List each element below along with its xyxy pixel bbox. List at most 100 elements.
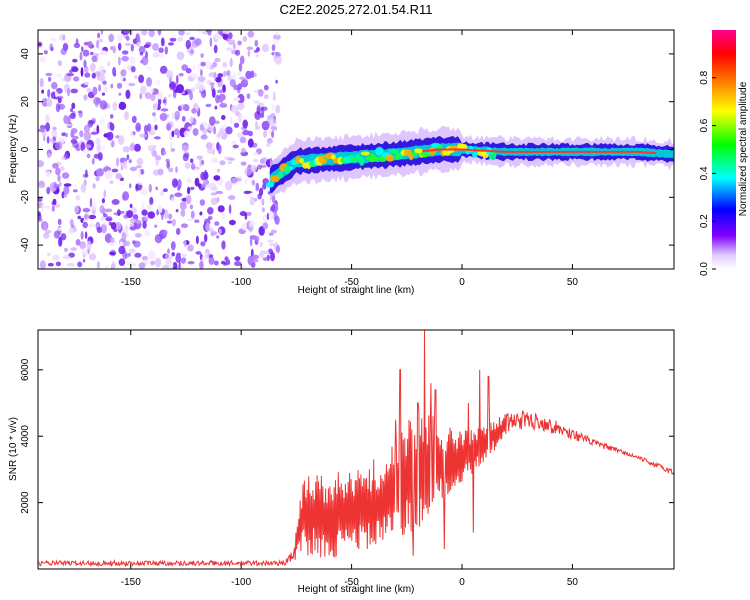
noise-blob <box>263 130 268 138</box>
noise-blob <box>83 59 87 68</box>
spectrogram-ylabel: Frequency (Hz) <box>8 115 19 184</box>
noise-blob <box>100 69 105 80</box>
noise-blob <box>55 167 61 176</box>
noise-blob <box>216 235 220 239</box>
noise-blob <box>200 53 204 58</box>
noise-blob <box>122 191 130 201</box>
noise-blob <box>152 52 161 58</box>
noise-blob <box>190 87 195 93</box>
noise-blob <box>182 154 189 162</box>
noise-blob <box>86 87 92 93</box>
noise-blob <box>72 136 79 140</box>
noise-blob <box>197 63 201 73</box>
noise-blob <box>70 88 78 94</box>
snr-xtick-label: 50 <box>567 577 579 588</box>
noise-blob <box>174 192 183 198</box>
noise-blob <box>109 122 115 131</box>
noise-blob <box>156 91 164 100</box>
noise-blob <box>126 154 130 160</box>
noise-blob <box>41 204 45 212</box>
noise-blob <box>198 85 205 92</box>
noise-blob <box>144 216 148 220</box>
noise-blob <box>128 159 132 164</box>
noise-blob <box>83 94 88 101</box>
snr-ytick-label: 4000 <box>20 425 31 448</box>
noise-blob <box>66 262 75 267</box>
signal-band-inner <box>269 142 674 187</box>
noise-blob <box>273 51 277 62</box>
noise-blob <box>230 105 239 114</box>
noise-blob <box>249 237 253 247</box>
spectrogram-xtick-label: 0 <box>459 277 465 288</box>
noise-blob <box>80 183 87 193</box>
noise-blob <box>98 38 103 43</box>
noise-blob <box>222 61 228 68</box>
noise-blob <box>244 167 252 176</box>
noise-blob <box>57 218 62 225</box>
noise-blob <box>112 45 116 54</box>
signal-blob <box>385 154 395 162</box>
noise-blob <box>261 43 269 53</box>
noise-blob <box>39 77 44 88</box>
signal-blob <box>472 152 478 158</box>
noise-blob <box>121 50 129 55</box>
noise-blob <box>110 237 115 243</box>
spectrogram-panel: -150 -100 -50 0 50 -40 -20 0 20 40 Height of stra… <box>8 29 675 296</box>
noise-blob <box>238 112 243 123</box>
noise-blob <box>118 56 121 66</box>
noise-blob <box>148 183 152 193</box>
noise-blob <box>213 126 216 135</box>
noise-blob <box>130 43 134 52</box>
noise-blob <box>91 72 96 79</box>
noise-blob <box>75 239 81 246</box>
noise-blob <box>176 74 179 85</box>
noise-blob <box>228 219 236 226</box>
noise-blob <box>145 51 148 59</box>
noise-blob <box>221 115 226 120</box>
spectrogram-xtick-label: 50 <box>567 277 579 288</box>
noise-blob <box>107 61 111 67</box>
noise-blob <box>77 215 82 220</box>
snr-xtick-label: -50 <box>344 577 359 588</box>
noise-blob <box>218 206 225 211</box>
noise-blob <box>147 203 152 211</box>
noise-blob <box>243 78 248 84</box>
noise-blob <box>118 92 122 96</box>
noise-blob <box>64 247 68 252</box>
noise-blob <box>146 77 152 87</box>
noise-blob <box>228 204 232 214</box>
noise-blob <box>161 211 164 221</box>
noise-blob <box>274 56 283 65</box>
signal-blob <box>295 155 301 164</box>
noise-blob <box>133 240 141 248</box>
noise-blob <box>168 94 172 98</box>
noise-blob <box>130 66 136 73</box>
noise-blob <box>112 66 116 77</box>
noise-blob <box>89 62 96 72</box>
signal-core <box>422 148 657 155</box>
noise-blob <box>150 260 156 266</box>
noise-blob <box>180 209 186 217</box>
noise-blob <box>81 247 88 258</box>
noise-blob <box>79 51 83 61</box>
noise-blob <box>187 126 193 131</box>
snr-ytick-label: 2000 <box>20 491 31 514</box>
noise-blob <box>143 44 150 49</box>
noise-blob <box>79 130 84 138</box>
noise-blob <box>247 138 254 148</box>
signal-blob <box>388 148 399 154</box>
noise-blob <box>213 175 221 181</box>
noise-blob <box>154 136 161 140</box>
noise-blob <box>187 244 194 252</box>
noise-blob <box>109 114 114 119</box>
noise-blob <box>84 125 90 136</box>
noise-blob <box>181 144 189 152</box>
noise-blob <box>218 228 222 235</box>
noise-blob <box>244 190 253 194</box>
noise-blob <box>84 72 91 78</box>
noise-blob <box>262 250 270 255</box>
noise-blob <box>45 170 51 177</box>
noise-blob <box>196 155 203 160</box>
noise-blob <box>155 159 159 166</box>
noise-blob <box>273 211 278 221</box>
